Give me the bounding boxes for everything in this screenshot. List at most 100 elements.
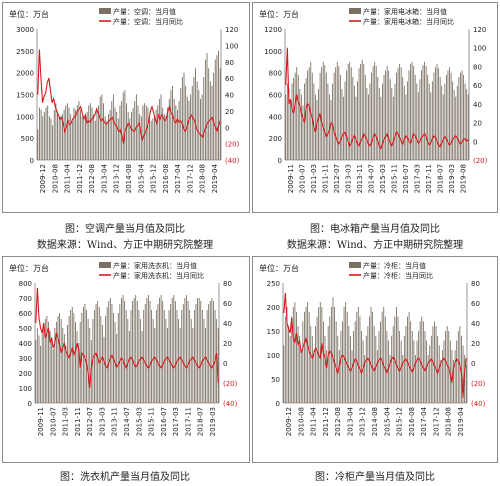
bar bbox=[188, 101, 190, 160]
x-tick-label: 2013-04 bbox=[101, 163, 109, 193]
bar bbox=[218, 50, 219, 160]
bar bbox=[361, 59, 363, 160]
bar bbox=[290, 99, 291, 160]
legend-line-label: 产量：家用洗衣机：当月同比 bbox=[113, 271, 204, 280]
bar bbox=[452, 81, 454, 160]
bar bbox=[119, 304, 121, 403]
bar bbox=[125, 310, 127, 403]
bar bbox=[450, 72, 452, 160]
y-left-tick-label: 200 bbox=[269, 135, 282, 143]
x-tick-label: 2018-08 bbox=[445, 407, 453, 436]
x-tick-label: 2017-04 bbox=[174, 163, 182, 193]
bar bbox=[57, 111, 58, 160]
bar bbox=[200, 98, 201, 160]
bar bbox=[316, 316, 318, 403]
bar bbox=[336, 61, 338, 160]
bar bbox=[195, 68, 196, 160]
bar bbox=[445, 331, 447, 403]
bar bbox=[76, 331, 78, 403]
bar bbox=[37, 129, 39, 160]
x-tick-label: 2011-03 bbox=[62, 407, 70, 436]
bar bbox=[50, 118, 52, 160]
x-tick-label: 2015-11 bbox=[390, 164, 398, 193]
bar bbox=[332, 297, 334, 403]
bar bbox=[104, 116, 106, 160]
bar bbox=[360, 63, 362, 160]
x-tick-label: 2019-04 bbox=[211, 163, 219, 193]
bar bbox=[87, 319, 89, 403]
bar bbox=[428, 83, 430, 160]
bar bbox=[431, 81, 433, 160]
bar bbox=[60, 319, 62, 403]
bar bbox=[326, 350, 328, 403]
bar bbox=[149, 301, 151, 403]
bar bbox=[111, 101, 113, 160]
bar bbox=[329, 94, 330, 160]
bar bbox=[299, 335, 301, 403]
bar bbox=[430, 335, 432, 403]
bar bbox=[353, 331, 355, 403]
bar bbox=[449, 67, 450, 160]
bar bbox=[62, 114, 63, 160]
yoy-line bbox=[37, 49, 221, 144]
bar bbox=[140, 319, 141, 403]
bar bbox=[454, 350, 456, 403]
bar bbox=[165, 116, 167, 160]
bar bbox=[140, 116, 142, 160]
y-left-tick-label: 100 bbox=[267, 352, 280, 360]
bar bbox=[127, 319, 129, 403]
bar bbox=[52, 349, 54, 403]
bar bbox=[457, 331, 459, 403]
bar bbox=[162, 301, 164, 403]
bar bbox=[114, 107, 116, 160]
bar bbox=[357, 307, 359, 403]
bar bbox=[192, 328, 194, 403]
bar bbox=[322, 61, 324, 160]
bar bbox=[384, 316, 386, 403]
bar bbox=[283, 345, 285, 403]
x-tick-label: 2019-04 bbox=[457, 406, 465, 436]
x-tick-label: 2016-08 bbox=[408, 407, 416, 436]
y-left-tick-label: 1000 bbox=[264, 48, 282, 56]
bar bbox=[177, 109, 178, 160]
bar bbox=[185, 85, 187, 160]
bar bbox=[168, 310, 170, 403]
legend-bar-swatch bbox=[99, 262, 111, 268]
bar bbox=[348, 326, 350, 403]
bar bbox=[330, 99, 332, 160]
y-right-tick-label: 0 bbox=[225, 124, 229, 132]
unit-label: 单位：万台 bbox=[259, 263, 299, 273]
bar bbox=[167, 328, 168, 403]
caption-washer: 图：洗衣机产量当月值及同比 bbox=[60, 472, 190, 483]
bar bbox=[159, 298, 160, 403]
bar bbox=[400, 340, 402, 403]
y-left-tick-label: 200 bbox=[267, 304, 280, 312]
x-tick-label: 2009-12 bbox=[285, 407, 293, 436]
bar bbox=[63, 334, 65, 403]
legend-bar-label: 产量：空调：当月值 bbox=[113, 7, 176, 16]
bar bbox=[407, 316, 408, 403]
bar bbox=[442, 94, 444, 160]
x-tick-label: 2009-11 bbox=[287, 164, 295, 193]
y-right-tick-label: 40 bbox=[223, 320, 232, 328]
y-left-tick-label: 250 bbox=[267, 280, 280, 288]
bar bbox=[435, 326, 437, 403]
bar bbox=[369, 83, 371, 160]
bar bbox=[286, 307, 288, 403]
y-right-tick-label: 20 bbox=[223, 340, 232, 348]
bar bbox=[422, 321, 424, 403]
y-right-tick-label: (20) bbox=[223, 380, 238, 388]
x-tick-label: 2014-07 bbox=[123, 407, 131, 436]
bar bbox=[146, 298, 148, 403]
bar bbox=[364, 355, 366, 403]
bar bbox=[374, 61, 376, 160]
x-tick-label: 2010-07 bbox=[49, 407, 57, 436]
bar bbox=[206, 310, 208, 403]
chart-washer: 单位：万台 产量：家用洗衣机：当月值产量：家用洗衣机：当月同比0100200300… bbox=[9, 261, 238, 436]
bar bbox=[162, 107, 164, 160]
bar bbox=[184, 298, 186, 403]
bar bbox=[214, 59, 216, 160]
bar bbox=[209, 301, 211, 403]
yoy-line bbox=[283, 292, 467, 399]
y-right-tick-label: 80 bbox=[223, 280, 232, 288]
